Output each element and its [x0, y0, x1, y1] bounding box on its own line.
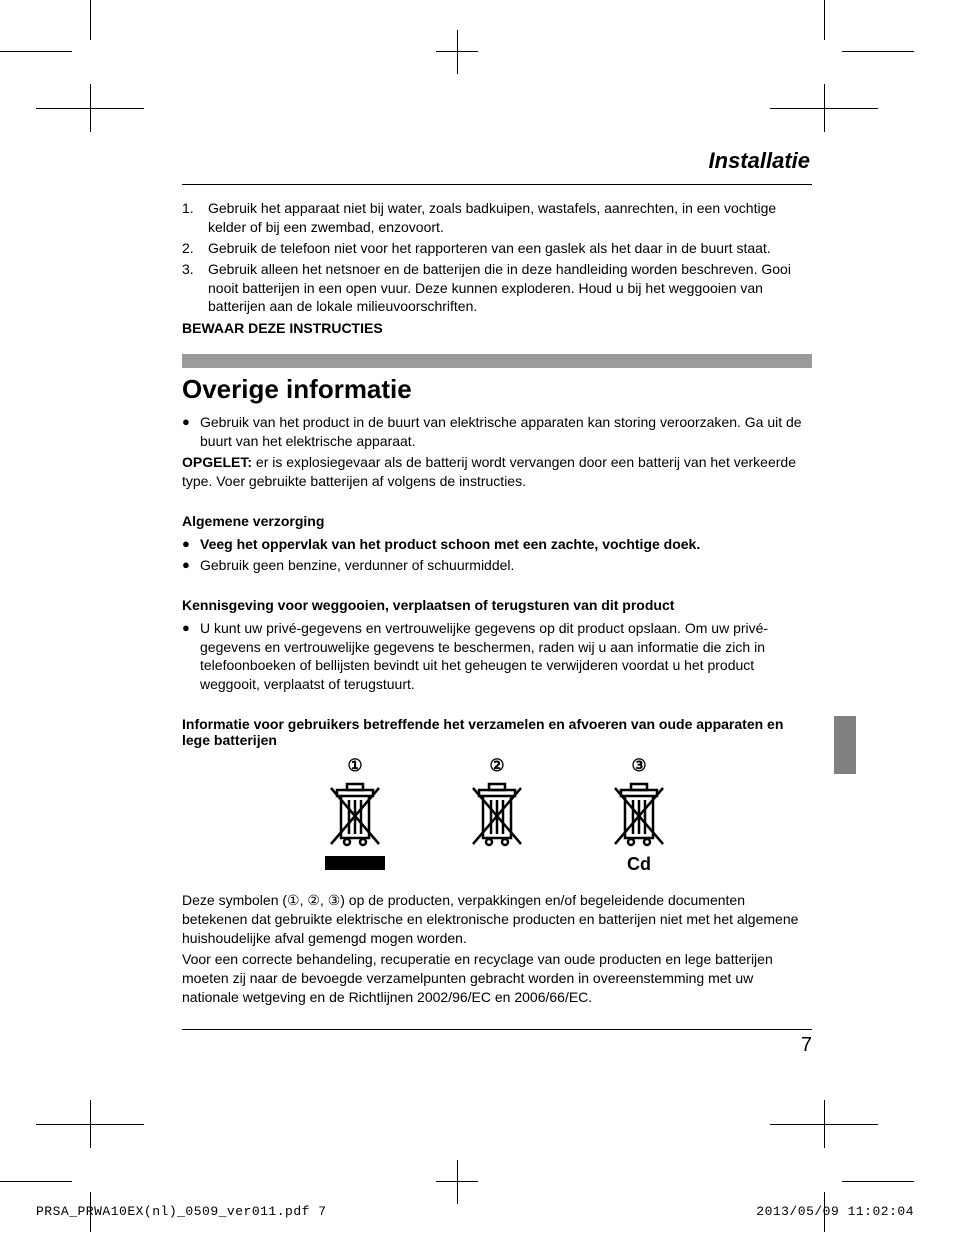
list-text: Gebruik de telefoon niet voor het rappor… [208, 239, 771, 258]
symbols-para-1: Deze symbolen (①, ②, ③) op de producten,… [182, 891, 812, 948]
footer-rule [182, 1029, 812, 1030]
crop-mark [457, 30, 458, 74]
list-text: Gebruik geen benzine, verdunner of schuu… [200, 556, 514, 575]
symbol-2: ② [457, 756, 537, 875]
sub-heading: Informatie voor gebruikers betreffende h… [182, 716, 812, 748]
footer-filename: PRSA_PRWA10EX(nl)_0509_ver011.pdf 7 [36, 1204, 327, 1219]
bullet-list: ●Veeg het oppervlak van het product scho… [182, 535, 812, 575]
footer-meta: PRSA_PRWA10EX(nl)_0509_ver011.pdf 7 2013… [36, 1204, 914, 1219]
opgelet-para: OPGELET: er is explosiegevaar als de bat… [182, 453, 812, 491]
weee-bin-icon [465, 782, 529, 850]
black-underline-bar [325, 856, 385, 870]
header-rule [182, 184, 812, 185]
opgelet-text: er is explosiegevaar als de batterij wor… [182, 454, 796, 489]
crop-mark [842, 1181, 914, 1182]
crop-mark [90, 0, 91, 40]
bullet-icon: ● [182, 619, 200, 695]
list-number: 2. [182, 239, 208, 258]
bullet-list: ●Gebruik van het product in de buurt van… [182, 413, 812, 451]
symbol-1: ① [315, 756, 395, 875]
heading-overige: Overige informatie [182, 374, 812, 405]
crop-mark [457, 1160, 458, 1204]
list-item: ●U kunt uw privé-gegevens en vertrouweli… [182, 619, 812, 695]
list-text: Veeg het oppervlak van het product schoo… [200, 535, 700, 554]
symbol-number: ② [489, 756, 504, 776]
symbol-number: ① [347, 756, 362, 776]
bullet-list: ●U kunt uw privé-gegevens en vertrouweli… [182, 619, 812, 695]
grey-separator-bar [182, 354, 812, 368]
crop-mark [824, 84, 825, 132]
list-item: ●Gebruik geen benzine, verdunner of schu… [182, 556, 812, 575]
list-text: Gebruik alleen het netsnoer en de batter… [208, 260, 812, 317]
symbol-number: ③ [631, 756, 646, 776]
symbols-para-2: Voor een correcte behandeling, recuperat… [182, 950, 812, 1007]
list-number: 3. [182, 260, 208, 317]
crop-mark [842, 51, 914, 52]
list-item: 2.Gebruik de telefoon niet voor het rapp… [182, 239, 812, 258]
sub-heading: Algemene verzorging [182, 513, 812, 529]
crop-mark [770, 1124, 878, 1125]
list-item: ●Gebruik van het product in de buurt van… [182, 413, 812, 451]
numbered-list: 1.Gebruik het apparaat niet bij water, z… [182, 199, 812, 316]
crop-mark [36, 108, 144, 109]
list-item: 3.Gebruik alleen het netsnoer en de batt… [182, 260, 812, 317]
bullet-icon: ● [182, 535, 200, 554]
weee-bin-icon [323, 782, 387, 850]
page-body: Installatie 1.Gebruik het apparaat niet … [182, 148, 812, 1057]
bullet-icon: ● [182, 556, 200, 575]
bullet-icon: ● [182, 413, 200, 451]
list-text: U kunt uw privé-gegevens en vertrouwelij… [200, 619, 812, 695]
section-title: Installatie [182, 148, 812, 174]
list-item: 1.Gebruik het apparaat niet bij water, z… [182, 199, 812, 237]
opgelet-label: OPGELET: [182, 454, 252, 470]
crop-mark [0, 1181, 72, 1182]
crop-mark [0, 51, 72, 52]
weee-bin-icon [607, 782, 671, 850]
list-text: Gebruik van het product in de buurt van … [200, 413, 812, 451]
footer-timestamp: 2013/05/09 11:02:04 [756, 1204, 914, 1219]
list-item: ●Veeg het oppervlak van het product scho… [182, 535, 812, 554]
crop-mark [36, 1124, 144, 1125]
list-number: 1. [182, 199, 208, 237]
list-text: Gebruik het apparaat niet bij water, zoa… [208, 199, 812, 237]
symbol-3: ③ Cd [599, 756, 679, 875]
cd-label: Cd [627, 854, 651, 875]
page-number: 7 [182, 1034, 812, 1057]
crop-mark [824, 0, 825, 40]
side-tab [834, 716, 856, 774]
save-instructions: BEWAAR DEZE INSTRUCTIES [182, 320, 812, 336]
weee-symbols: ① ② [182, 756, 812, 875]
sub-heading: Kennisgeving voor weggooien, verplaatsen… [182, 597, 812, 613]
